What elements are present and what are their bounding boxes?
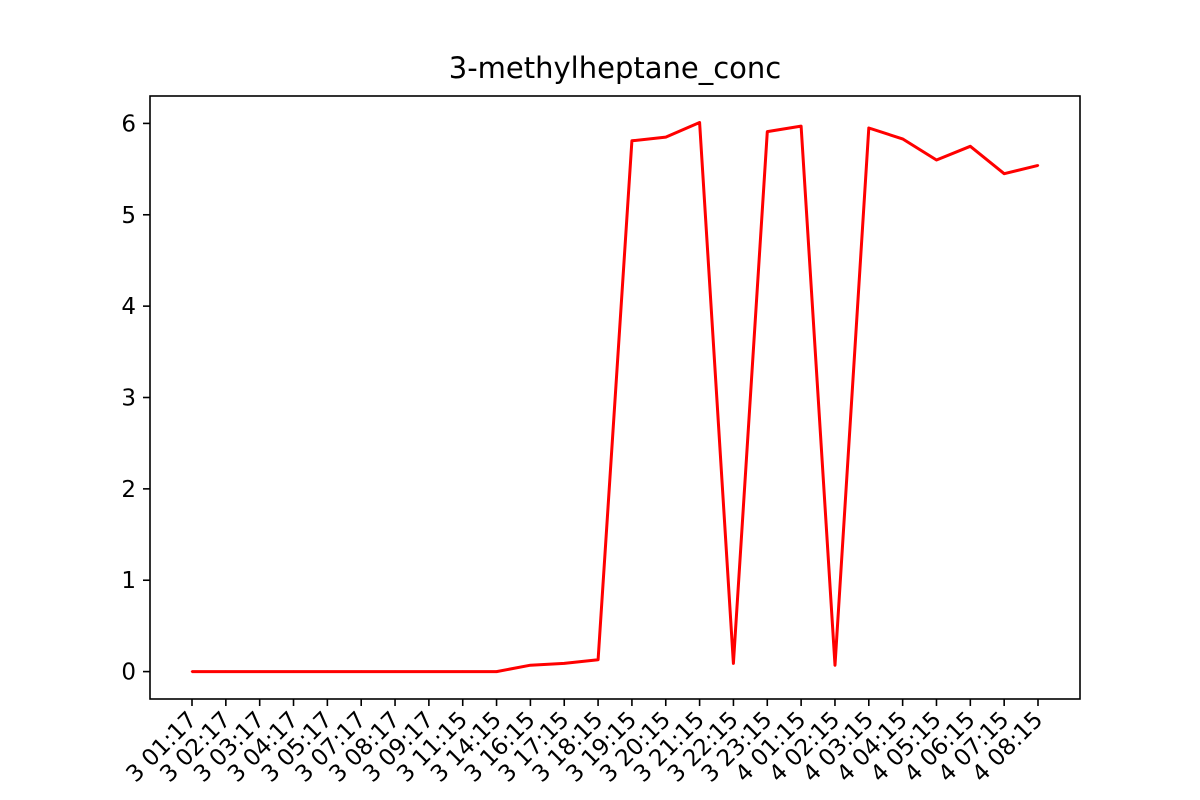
chart-title: 3-methylheptane_conc [449,51,781,85]
data-point [224,670,228,673]
data-point [969,145,972,148]
y-tick-label: 6 [121,111,136,137]
y-tick-label: 3 [121,386,136,412]
data-point [799,124,803,128]
data-point [664,135,667,139]
data-point [935,158,938,162]
data-point [732,662,735,665]
data-point [563,662,566,665]
data-point [258,670,261,673]
data-point [901,137,904,141]
data-point [292,670,295,673]
data-point [495,670,498,673]
data-point [1036,164,1040,167]
y-tick-label: 4 [121,294,136,320]
y-tick-label: 2 [121,477,136,503]
data-point [461,670,464,673]
data-point [766,130,769,133]
data-point [833,663,837,667]
series-line [192,121,1039,674]
data-point [867,126,870,130]
data-point [1002,172,1006,175]
y-tick-label: 1 [121,568,136,594]
y-tick-label: 5 [121,203,136,229]
data-point [630,139,634,142]
data-point [190,670,194,673]
data-point [427,670,431,673]
data-point [596,658,600,661]
data-point [529,663,532,667]
data-point [393,670,397,673]
data-point [326,670,329,673]
data-point [698,121,701,124]
y-tick-label: 0 [121,660,136,686]
data-point [360,670,363,673]
